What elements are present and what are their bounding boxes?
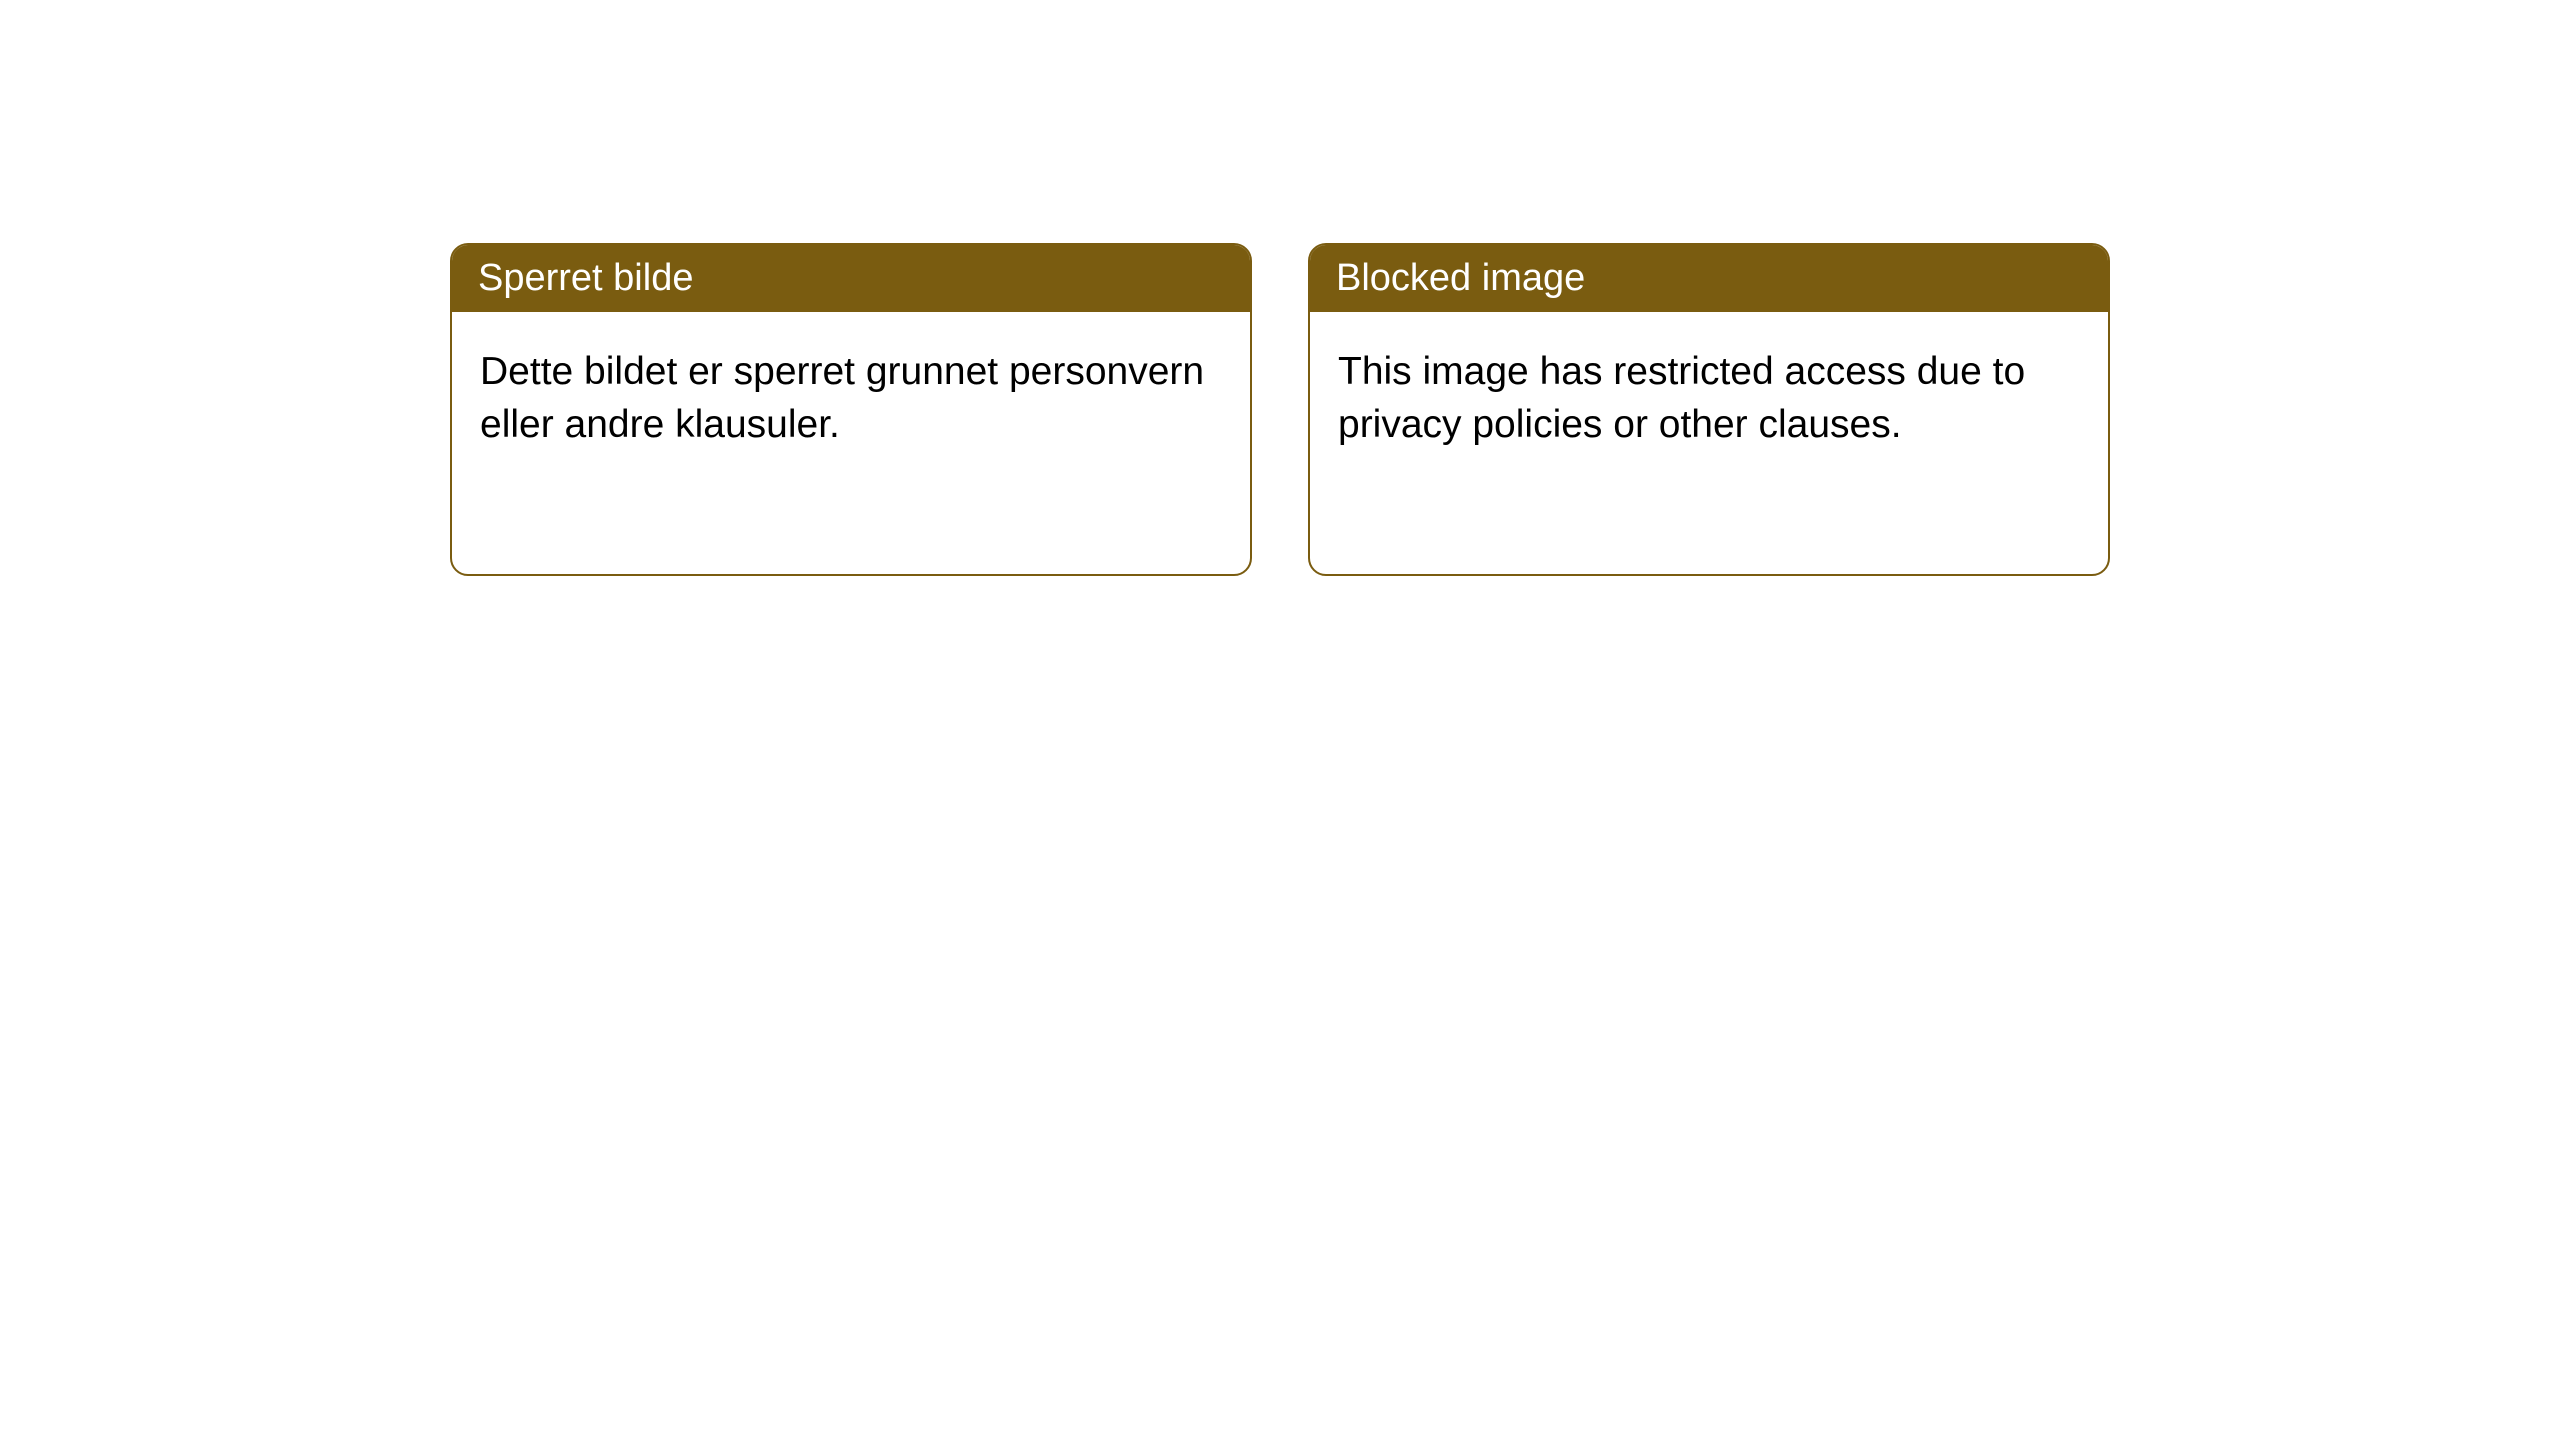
card-text-english: This image has restricted access due to …: [1338, 350, 2025, 446]
card-body-english: This image has restricted access due to …: [1310, 312, 2108, 485]
cards-container: Sperret bilde Dette bildet er sperret gr…: [450, 243, 2110, 576]
card-english: Blocked image This image has restricted …: [1308, 243, 2110, 576]
card-header-norwegian: Sperret bilde: [452, 245, 1250, 312]
card-body-norwegian: Dette bildet er sperret grunnet personve…: [452, 312, 1250, 485]
card-norwegian: Sperret bilde Dette bildet er sperret gr…: [450, 243, 1252, 576]
card-title-norwegian: Sperret bilde: [478, 257, 693, 299]
card-title-english: Blocked image: [1336, 257, 1585, 299]
card-text-norwegian: Dette bildet er sperret grunnet personve…: [480, 350, 1204, 446]
card-header-english: Blocked image: [1310, 245, 2108, 312]
